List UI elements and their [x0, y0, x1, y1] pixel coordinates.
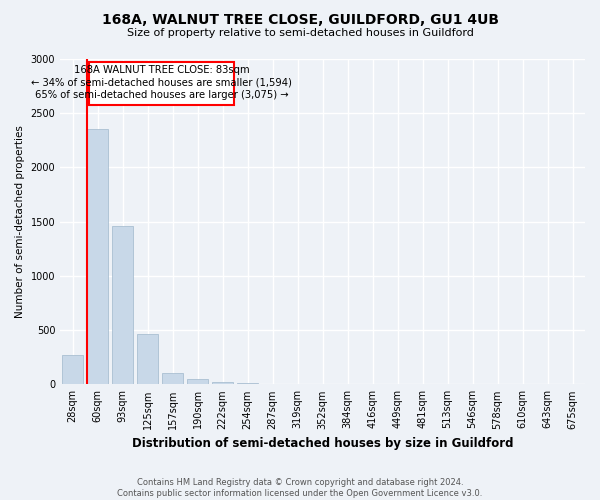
Bar — [87, 130, 108, 384]
Text: Size of property relative to semi-detached houses in Guildford: Size of property relative to semi-detach… — [127, 28, 473, 38]
Bar — [162, 374, 183, 384]
Bar — [112, 226, 133, 384]
Text: ← 34% of semi-detached houses are smaller (1,594): ← 34% of semi-detached houses are smalle… — [31, 78, 292, 88]
Text: 168A, WALNUT TREE CLOSE, GUILDFORD, GU1 4UB: 168A, WALNUT TREE CLOSE, GUILDFORD, GU1 … — [101, 12, 499, 26]
Text: 65% of semi-detached houses are larger (3,075) →: 65% of semi-detached houses are larger (… — [35, 90, 288, 100]
Bar — [212, 382, 233, 384]
Bar — [187, 379, 208, 384]
FancyBboxPatch shape — [89, 62, 234, 104]
Text: Contains HM Land Registry data © Crown copyright and database right 2024.
Contai: Contains HM Land Registry data © Crown c… — [118, 478, 482, 498]
X-axis label: Distribution of semi-detached houses by size in Guildford: Distribution of semi-detached houses by … — [132, 437, 514, 450]
Y-axis label: Number of semi-detached properties: Number of semi-detached properties — [15, 125, 25, 318]
Bar — [62, 355, 83, 384]
Text: 168A WALNUT TREE CLOSE: 83sqm: 168A WALNUT TREE CLOSE: 83sqm — [74, 64, 249, 74]
Bar — [137, 334, 158, 384]
